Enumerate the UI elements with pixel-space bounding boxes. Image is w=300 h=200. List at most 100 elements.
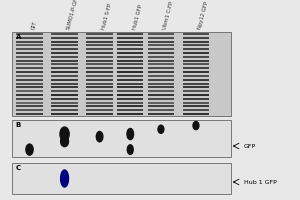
- Bar: [183, 113, 209, 115]
- Bar: [51, 98, 78, 100]
- Bar: [117, 83, 143, 85]
- Bar: [148, 98, 174, 100]
- Bar: [16, 56, 43, 58]
- Bar: [86, 48, 113, 50]
- Bar: [117, 67, 143, 69]
- Bar: [86, 79, 113, 81]
- Bar: [16, 48, 43, 50]
- Bar: [51, 33, 78, 35]
- Bar: [148, 71, 174, 73]
- Text: A: A: [16, 34, 21, 40]
- Ellipse shape: [61, 170, 68, 187]
- Bar: [86, 41, 113, 43]
- Bar: [16, 60, 43, 62]
- Bar: [148, 109, 174, 111]
- Bar: [51, 67, 78, 69]
- Bar: [51, 60, 78, 62]
- Bar: [16, 105, 43, 107]
- Bar: [183, 48, 209, 50]
- Text: GIT: GIT: [31, 21, 38, 30]
- Bar: [117, 52, 143, 54]
- Bar: [51, 113, 78, 115]
- Bar: [51, 44, 78, 46]
- Text: SUMO1-P-GFP: SUMO1-P-GFP: [66, 0, 80, 30]
- Ellipse shape: [158, 125, 164, 133]
- Bar: [148, 75, 174, 77]
- Bar: [51, 102, 78, 104]
- Bar: [183, 79, 209, 81]
- Bar: [117, 63, 143, 65]
- Bar: [148, 90, 174, 92]
- Bar: [16, 67, 43, 69]
- Bar: [16, 98, 43, 100]
- Text: Hub1 GFP: Hub1 GFP: [132, 4, 143, 30]
- Bar: [148, 48, 174, 50]
- Bar: [51, 94, 78, 96]
- Bar: [117, 113, 143, 115]
- Bar: [16, 41, 43, 43]
- Bar: [86, 33, 113, 35]
- Ellipse shape: [26, 144, 33, 155]
- Bar: [148, 33, 174, 35]
- Bar: [183, 83, 209, 85]
- Bar: [183, 102, 209, 104]
- Bar: [148, 37, 174, 39]
- Bar: [86, 37, 113, 39]
- Bar: [148, 52, 174, 54]
- Bar: [148, 67, 174, 69]
- Bar: [16, 71, 43, 73]
- Bar: [117, 109, 143, 111]
- Bar: [117, 102, 143, 104]
- Bar: [16, 33, 43, 35]
- Bar: [117, 41, 143, 43]
- Bar: [51, 109, 78, 111]
- Bar: [183, 67, 209, 69]
- Bar: [16, 102, 43, 104]
- Ellipse shape: [61, 136, 68, 147]
- Bar: [117, 37, 143, 39]
- Bar: [51, 56, 78, 58]
- Bar: [183, 98, 209, 100]
- Bar: [117, 105, 143, 107]
- Bar: [117, 90, 143, 92]
- Bar: [183, 90, 209, 92]
- Bar: [86, 86, 113, 88]
- Ellipse shape: [127, 145, 133, 154]
- Bar: [16, 90, 43, 92]
- Bar: [86, 109, 113, 111]
- Bar: [148, 113, 174, 115]
- Bar: [16, 79, 43, 81]
- Bar: [51, 79, 78, 81]
- Bar: [117, 79, 143, 81]
- Bar: [117, 33, 143, 35]
- Bar: [16, 94, 43, 96]
- Bar: [86, 75, 113, 77]
- Bar: [117, 44, 143, 46]
- Bar: [12, 32, 231, 116]
- Bar: [51, 83, 78, 85]
- Bar: [183, 56, 209, 58]
- Bar: [117, 56, 143, 58]
- Bar: [183, 86, 209, 88]
- Text: Hub1 S-FP: Hub1 S-FP: [101, 3, 113, 30]
- Bar: [16, 52, 43, 54]
- Bar: [51, 90, 78, 92]
- Text: C: C: [16, 165, 21, 171]
- Bar: [12, 163, 231, 194]
- Bar: [86, 44, 113, 46]
- Text: GFP: GFP: [244, 144, 256, 148]
- Bar: [117, 60, 143, 62]
- Bar: [16, 109, 43, 111]
- Bar: [148, 102, 174, 104]
- Bar: [51, 75, 78, 77]
- Bar: [86, 94, 113, 96]
- Bar: [148, 63, 174, 65]
- Bar: [183, 75, 209, 77]
- Bar: [16, 75, 43, 77]
- Bar: [183, 60, 209, 62]
- Bar: [86, 83, 113, 85]
- Bar: [86, 113, 113, 115]
- Bar: [117, 71, 143, 73]
- Bar: [51, 71, 78, 73]
- Bar: [117, 86, 143, 88]
